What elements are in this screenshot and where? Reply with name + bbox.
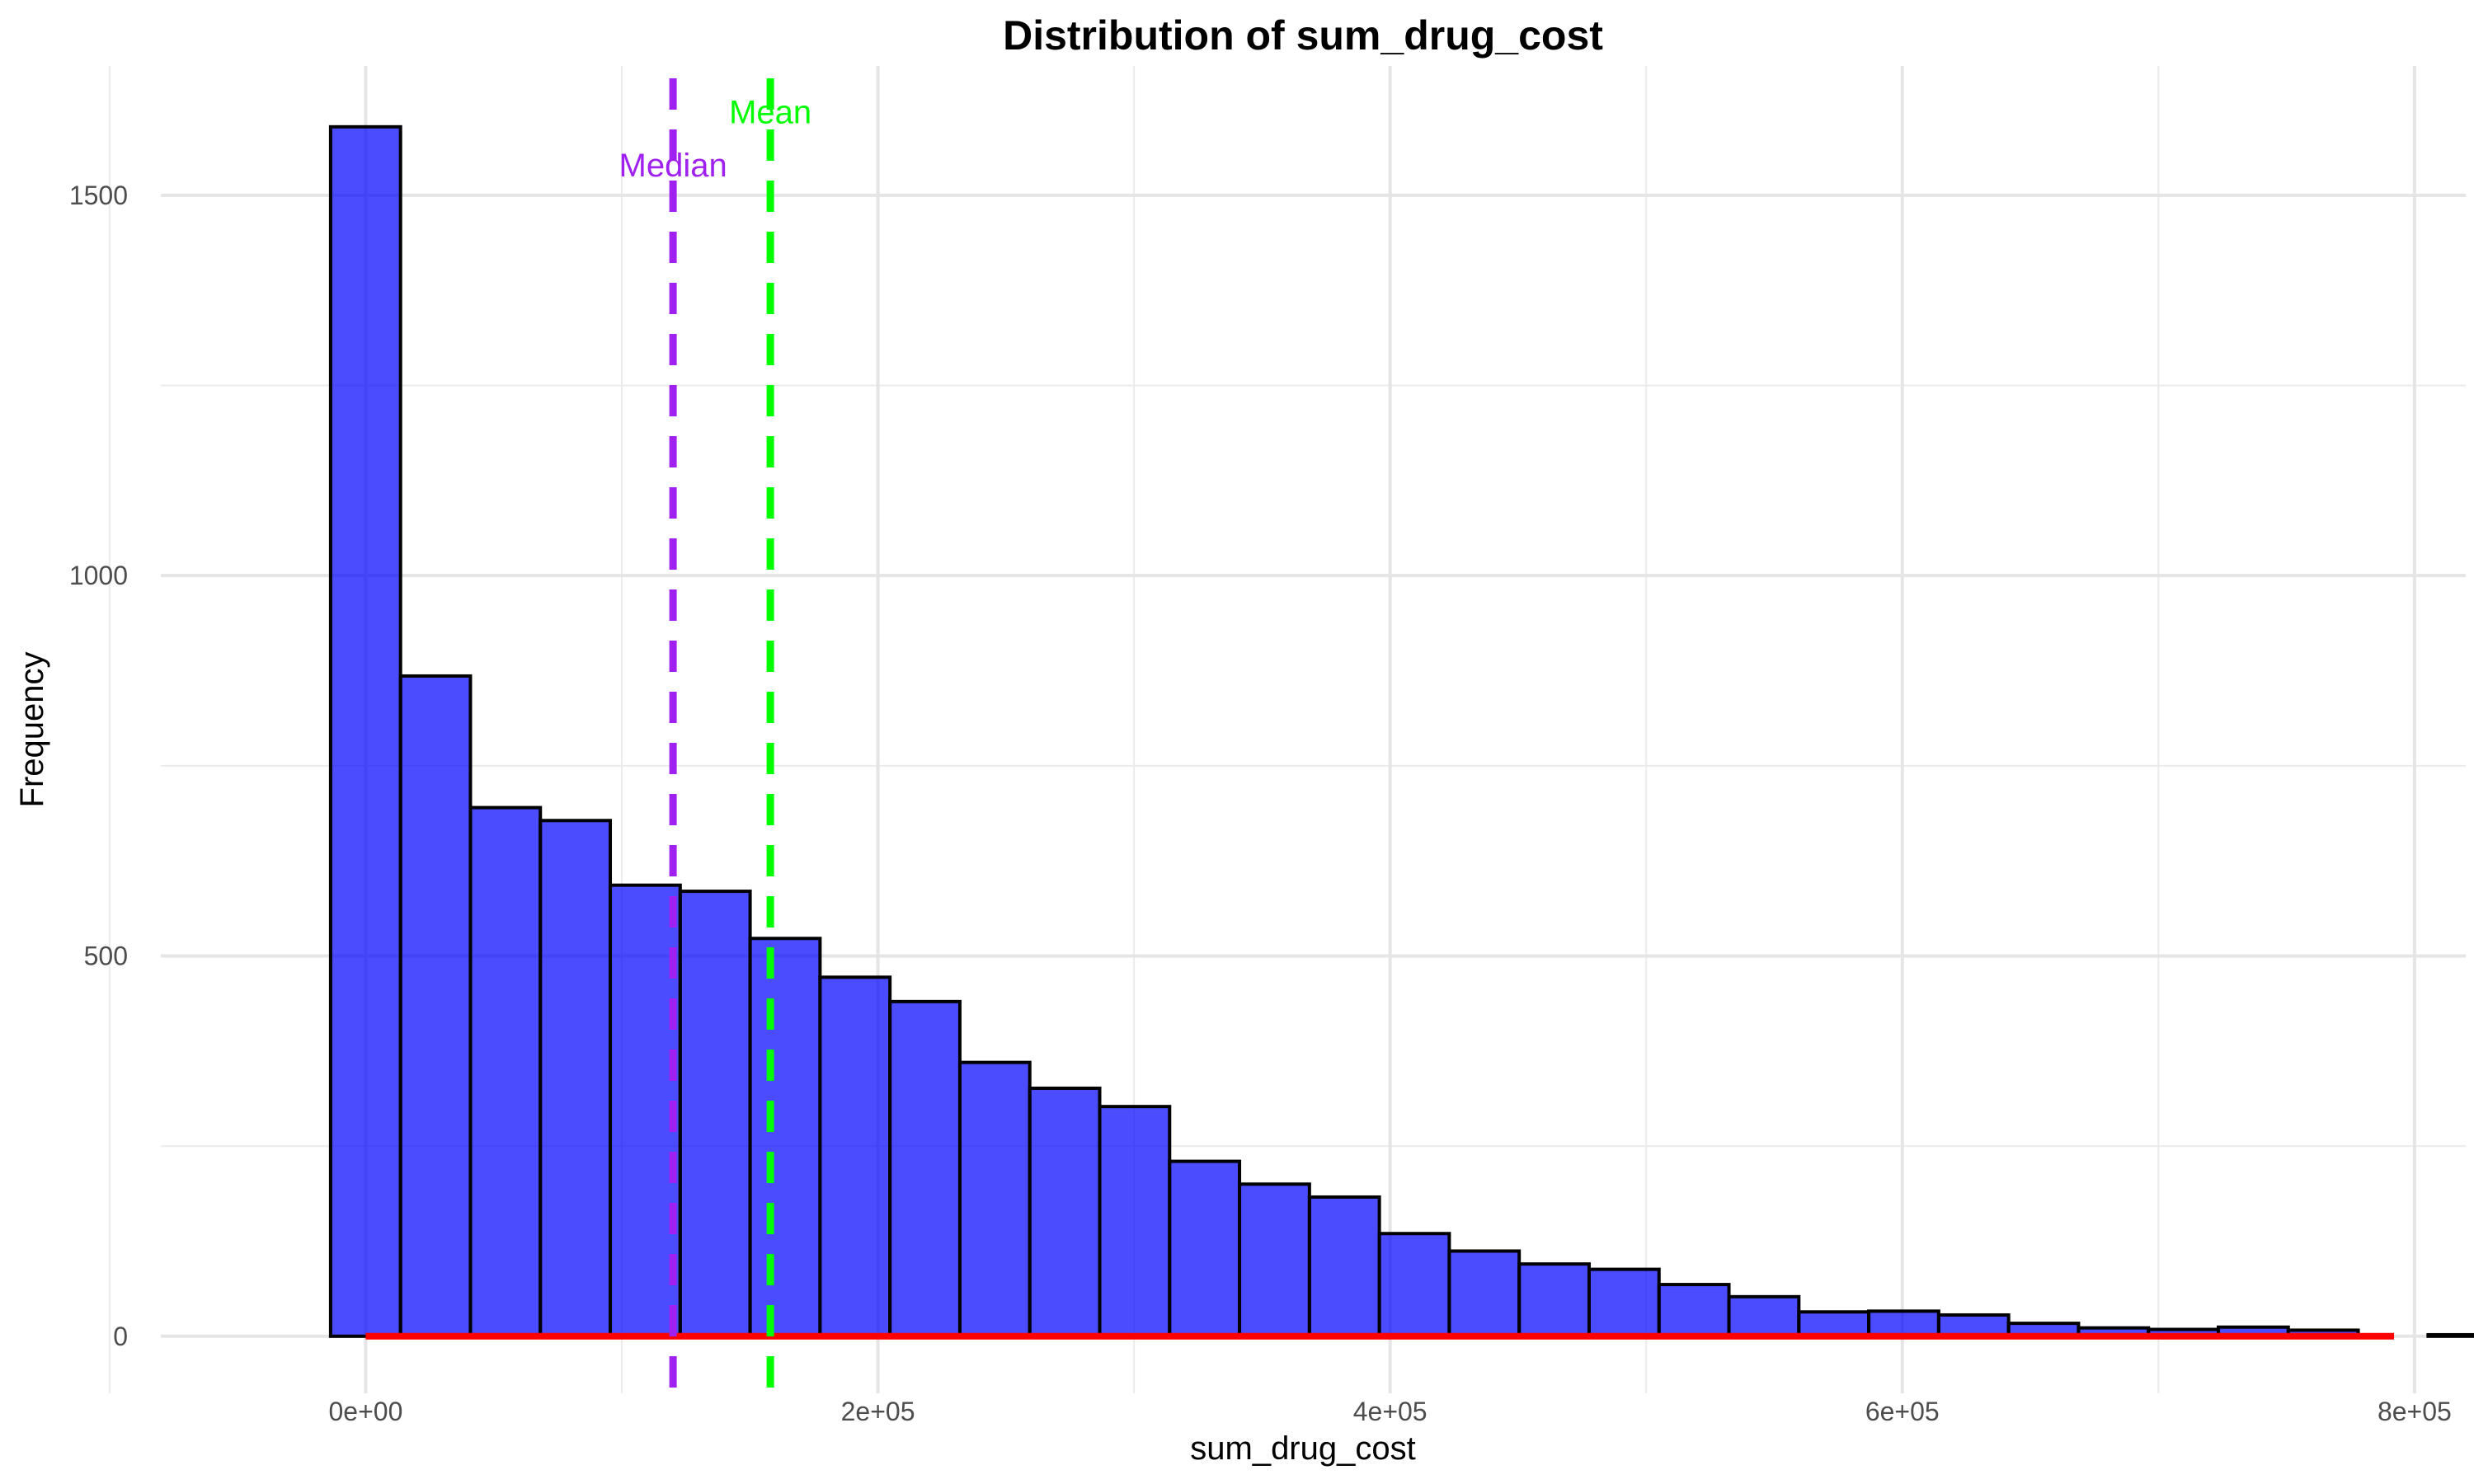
histogram-bar bbox=[818, 975, 892, 1338]
histogram-bar bbox=[539, 819, 613, 1338]
histogram-bar bbox=[1517, 1262, 1591, 1338]
histogram-bar bbox=[678, 890, 752, 1338]
y-axis-title: Frequency bbox=[14, 652, 50, 808]
histogram-bar bbox=[1447, 1249, 1522, 1338]
histogram-bar bbox=[609, 883, 682, 1338]
histogram-bar bbox=[1377, 1232, 1451, 1338]
histogram-bar bbox=[957, 1060, 1032, 1338]
histogram-bar bbox=[748, 937, 822, 1338]
x-tick-label: 2e+05 bbox=[841, 1397, 915, 1426]
histogram-bar bbox=[1028, 1087, 1102, 1338]
x-tick-label: 0e+00 bbox=[329, 1397, 403, 1426]
histogram-bar bbox=[2426, 1332, 2474, 1338]
x-tick-label: 6e+05 bbox=[1865, 1397, 1940, 1426]
tick-labels: 0e+00 2e+05 4e+05 6e+05 8e+05 0 500 1000 1500 bbox=[69, 181, 2452, 1426]
histogram-bar bbox=[398, 674, 473, 1338]
histogram-bar bbox=[1867, 1309, 1940, 1338]
median-label: Median bbox=[619, 148, 727, 184]
histogram-bar bbox=[1238, 1182, 1311, 1338]
histogram-bar bbox=[1797, 1310, 1871, 1338]
chart-title: Distribution of sum_drug_cost bbox=[1003, 12, 1603, 59]
mean-label: Mean bbox=[729, 94, 811, 130]
histogram-bar bbox=[888, 999, 962, 1338]
histogram-bar bbox=[1307, 1195, 1381, 1338]
y-tick-label: 0 bbox=[113, 1322, 128, 1351]
y-tick-label: 1000 bbox=[69, 561, 128, 590]
histogram-bar bbox=[1727, 1294, 1801, 1338]
histogram-bar bbox=[1098, 1105, 1172, 1338]
histogram-bar bbox=[328, 124, 402, 1338]
x-tick-label: 4e+05 bbox=[1353, 1397, 1427, 1426]
y-tick-label: 500 bbox=[84, 941, 128, 970]
histogram-bar bbox=[1587, 1267, 1661, 1338]
y-tick-label: 1500 bbox=[69, 181, 128, 210]
x-tick-label: 8e+05 bbox=[2378, 1397, 2452, 1426]
histogram-bar bbox=[1657, 1283, 1731, 1338]
x-axis-title: sum_drug_cost bbox=[1190, 1430, 1415, 1467]
histogram-bar bbox=[468, 805, 543, 1338]
histogram-bar bbox=[1168, 1159, 1242, 1338]
histogram-bars bbox=[328, 124, 2474, 1338]
